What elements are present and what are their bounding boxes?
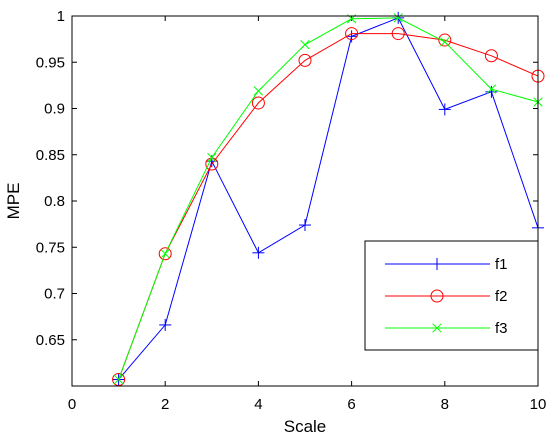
y-tick-label: 0.7 bbox=[44, 286, 65, 303]
marker-stroke bbox=[486, 84, 497, 94]
marker-stroke bbox=[160, 249, 170, 259]
data-point-cross bbox=[253, 86, 264, 96]
axes: 0 2 4 6 8 10 0.65 0.7 0.75 0.8 0.85 0.9 0.95 1 bbox=[36, 8, 547, 413]
x-tick-label: 6 bbox=[347, 396, 355, 413]
legend-item-f1: f1 bbox=[385, 256, 508, 273]
data-point-circle bbox=[430, 289, 444, 303]
y-tick-label: 0.95 bbox=[36, 54, 65, 71]
data-point-cross bbox=[440, 37, 450, 47]
series-f3 bbox=[113, 13, 543, 385]
plot-frame bbox=[71, 15, 539, 387]
legend-label: f3 bbox=[495, 320, 508, 337]
marker-stroke bbox=[113, 374, 124, 385]
marker-stroke bbox=[253, 86, 264, 96]
x-tick-label: 0 bbox=[68, 396, 76, 413]
legend-label: f1 bbox=[495, 256, 508, 273]
y-axis-label: MPE bbox=[4, 183, 23, 220]
data-point-cross bbox=[393, 13, 403, 23]
data-point-plus bbox=[438, 103, 451, 116]
marker-stroke bbox=[432, 323, 442, 333]
series-line-f3 bbox=[118, 17, 539, 380]
data-point-circle bbox=[438, 33, 452, 47]
marker-stroke bbox=[207, 152, 217, 163]
data-point-cross bbox=[207, 152, 217, 163]
marker-stroke bbox=[440, 37, 450, 47]
legend-item-f2: f2 bbox=[385, 288, 508, 305]
x-tick-label: 8 bbox=[441, 396, 449, 413]
data-point-circle bbox=[251, 96, 265, 110]
legend: f1 f2 f3 bbox=[364, 240, 539, 351]
data-point-plus bbox=[252, 246, 265, 259]
series-f1 bbox=[112, 11, 544, 386]
y-tick-label: 0.9 bbox=[44, 101, 65, 118]
data-point-circle bbox=[298, 53, 312, 67]
data-point-cross bbox=[113, 374, 124, 385]
data-point-plus bbox=[485, 85, 498, 98]
data-point-plus bbox=[159, 318, 172, 331]
data-point-circle bbox=[484, 49, 498, 63]
marker-stroke bbox=[393, 13, 403, 23]
series-line-f2 bbox=[118, 33, 539, 380]
data-point-cross bbox=[160, 249, 170, 259]
data-point-circle bbox=[391, 27, 405, 41]
data-point-plus bbox=[299, 219, 311, 232]
y-tick-label: 1 bbox=[57, 8, 65, 25]
legend-item-f3: f3 bbox=[385, 320, 508, 337]
x-axis-label: Scale bbox=[284, 417, 327, 436]
data-point-cross bbox=[432, 323, 442, 333]
data-point-cross bbox=[300, 40, 310, 50]
marker-stroke bbox=[300, 40, 310, 50]
legend-label: f2 bbox=[495, 288, 508, 305]
x-tick-label: 10 bbox=[530, 396, 547, 413]
data-point-cross bbox=[486, 84, 497, 94]
y-tick-label: 0.85 bbox=[36, 147, 65, 164]
y-tick-label: 0.8 bbox=[44, 193, 65, 210]
y-tick-label: 0.75 bbox=[36, 239, 65, 256]
data-point-circle bbox=[158, 247, 172, 261]
x-tick-label: 4 bbox=[254, 396, 262, 413]
data-point-circle bbox=[345, 27, 359, 41]
y-tick-label: 0.65 bbox=[36, 332, 65, 349]
series-line-f1 bbox=[118, 17, 539, 380]
series-layer bbox=[112, 11, 545, 387]
series-f2 bbox=[112, 27, 545, 387]
data-point-plus bbox=[431, 258, 443, 270]
x-tick-label: 2 bbox=[161, 396, 169, 413]
